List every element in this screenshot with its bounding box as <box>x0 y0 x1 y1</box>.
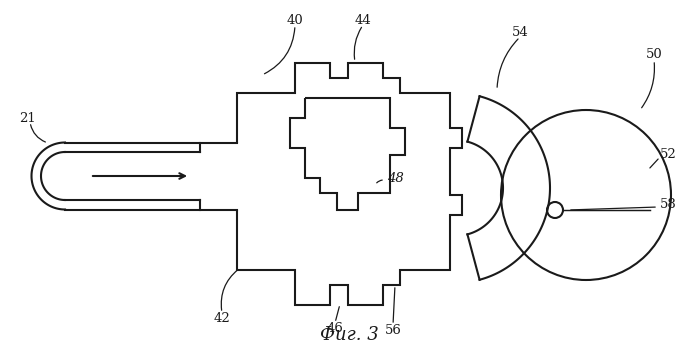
Text: 42: 42 <box>214 312 231 325</box>
Text: 44: 44 <box>354 13 371 26</box>
Text: 21: 21 <box>20 112 36 125</box>
Text: 52: 52 <box>660 149 677 162</box>
Text: 56: 56 <box>384 323 401 337</box>
Text: Фиг. 3: Фиг. 3 <box>319 326 378 344</box>
Text: 48: 48 <box>387 171 404 184</box>
Text: 46: 46 <box>326 321 343 334</box>
Text: 50: 50 <box>646 49 663 62</box>
Text: 54: 54 <box>512 25 528 38</box>
Text: 58: 58 <box>660 199 677 212</box>
Text: 40: 40 <box>287 13 303 26</box>
